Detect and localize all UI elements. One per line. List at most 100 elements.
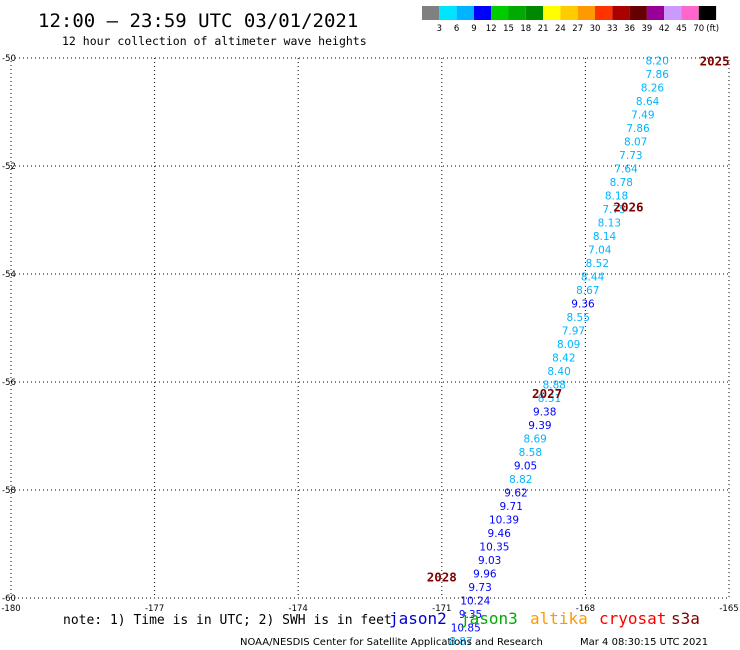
swh-value-label: 9.35 [459,609,482,621]
color-scale-label: 27 [572,24,583,34]
swh-value-label: 9.46 [488,528,512,540]
swh-value-label: 8.09 [557,339,580,351]
color-scale-swatch [456,6,474,20]
swh-value-label: 10.24 [460,596,490,608]
satellite-legend-item: altika [530,609,588,628]
swh-value-label: 8.69 [523,434,546,446]
x-tick-label: -171 [432,604,451,614]
pass-label: 2025 [700,54,730,69]
swh-value-label: 7.86 [626,123,650,135]
y-tick-label: -52 [2,162,16,172]
swh-value-label: 10.39 [489,515,519,527]
satellite-legend-item: jason2 [389,609,447,628]
color-scale-swatch [577,6,595,20]
x-tick-label: -174 [289,604,308,614]
color-scale-swatch [473,6,492,20]
swh-value-label: 10.85 [451,623,481,635]
swh-value-label: 8.20 [646,56,669,68]
color-scale-legend: 3 6 9 12 15 18 21 24 27 30 33 36 39 42 45 70 (ft) [422,6,719,34]
color-scale-label: 42 [659,24,670,34]
color-scale-swatch [629,6,647,20]
color-scale-label: 9 [471,24,476,34]
swh-value-label: 8.07 [624,137,647,149]
swh-value-label: 9.38 [533,407,556,419]
color-scale-swatch [525,6,544,20]
y-tick-label: -54 [2,270,16,280]
color-scale-label: 33 [607,24,618,34]
y-tick-label: -60 [2,594,16,604]
swh-value-label: 9.36 [571,299,595,311]
swh-value-label: 8.40 [547,366,570,378]
satellite-legend-item: cryosat [599,609,666,628]
color-scale-swatch [422,6,440,20]
swh-value-label: 9.05 [514,461,537,473]
color-scale-swatch [698,6,717,20]
swh-value-label: 7.97 [562,326,585,338]
swh-value-label: 8.44 [581,272,605,284]
swh-value-label: 8.67 [576,285,599,297]
color-scale-swatch [612,6,630,20]
swh-value-label: 9.62 [504,488,527,500]
x-tick-label: -177 [145,604,164,614]
color-scale-label: 6 [454,24,459,34]
swh-value-label: 9.39 [528,420,551,432]
swh-value-label: 7.75 [602,204,625,216]
swh-value-label: 7.86 [646,69,670,81]
y-tick-label: -56 [2,378,16,388]
color-scale-swatch [508,6,526,20]
swh-value-label: 7.04 [588,245,612,257]
color-scale-swatch [543,6,561,20]
color-scale-swatch [491,6,509,20]
color-scale-swatch [646,6,665,20]
swh-value-label: 9.03 [478,555,501,567]
pass-label: 2027 [532,386,562,401]
swh-value-label: 8.78 [610,177,633,189]
swh-value-label: 9.71 [500,501,523,513]
color-scale-label: 15 [503,24,514,34]
swh-value-label: 8.87 [449,636,472,648]
swh-value-label: 8.26 [641,83,665,95]
x-tick-label: -165 [719,604,738,614]
y-tick-label: -58 [2,486,16,496]
swh-value-label: 8.88 [543,380,566,392]
plot-area: -180 -177 -174 -171 -168 -165 -50 -52 -54 -56 -58 -… [1,54,738,649]
color-scale-swatch [681,6,699,20]
footer-timestamp: Mar 4 08:30:15 UTC 2021 [580,637,708,648]
satellite-legend-item: jason3 [460,609,518,628]
swh-value-label: 8.18 [605,191,628,203]
swh-value-label: 8.42 [552,353,575,365]
color-scale-label: 70 [693,24,704,34]
color-scale-label: 21 [538,24,549,34]
color-scale-label: 18 [520,24,531,34]
swh-value-label: 8.52 [586,258,609,270]
color-scale-swatch [560,6,578,20]
swh-value-label: 9.96 [473,569,497,581]
color-scale-label: 3 [437,24,442,34]
swh-value-label: 8.58 [519,447,542,459]
pass-label: 2028 [427,569,457,584]
x-tick-label: -180 [1,604,20,614]
footer: note: 1) Time is in UTC; 2) SWH is in fe… [63,609,708,648]
swh-value-label: 8.64 [636,96,660,108]
footer-credit: NOAA/NESDIS Center for Satellite Applica… [240,637,543,648]
color-scale-label: 30 [590,24,601,34]
swh-value-label: 7.49 [631,110,654,122]
swh-value-label: 8.55 [567,312,590,324]
y-tick-label: -50 [2,54,16,64]
color-scale-label: 24 [555,24,566,34]
color-scale-swatch [664,6,682,20]
color-scale-swatch [595,6,613,20]
color-scale-unit: (ft) [706,24,719,34]
satellite-legend: jason2 jason3 altika cryosat s3a [389,609,700,628]
swh-value-label: 7.73 [619,150,642,162]
swh-value-label: 8.82 [509,474,532,486]
swh-value-label: 8.14 [593,231,617,243]
chart-title: 12:00 – 23:59 UTC 03/01/2021 [38,10,358,32]
pass-label: 2026 [613,200,643,215]
color-scale-label: 36 [624,24,635,34]
x-tick-label: -168 [576,604,595,614]
footer-note: note: 1) Time is in UTC; 2) SWH is in fe… [63,613,392,628]
swh-value-label: 8.13 [598,218,621,230]
swh-value-label: 10.35 [479,542,509,554]
